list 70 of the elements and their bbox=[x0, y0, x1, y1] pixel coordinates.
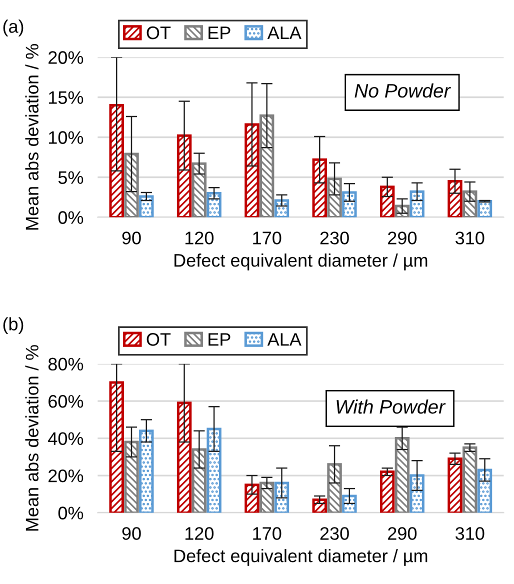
bar bbox=[312, 498, 327, 513]
x-tick-label: 90 bbox=[122, 527, 141, 540]
bar bbox=[192, 448, 207, 513]
bar bbox=[124, 152, 139, 218]
bar bbox=[342, 191, 357, 218]
bar bbox=[327, 178, 342, 218]
legend-label: EP bbox=[208, 333, 230, 346]
x-tick-label: 120 bbox=[185, 527, 214, 540]
y-tick-label: 40% bbox=[48, 432, 84, 446]
x-axis-title: Defect equivalent diameter / µm bbox=[174, 549, 428, 566]
x-tick-label: 230 bbox=[320, 527, 349, 540]
bar bbox=[192, 162, 207, 218]
x-tick-label: 170 bbox=[253, 232, 282, 244]
bar bbox=[176, 134, 192, 218]
y-axis-title: Mean abs deviation / % bbox=[25, 345, 39, 531]
y-tick-label: 0% bbox=[58, 211, 84, 224]
y-tick-label: 20% bbox=[48, 469, 84, 482]
bar bbox=[259, 482, 274, 513]
x-tick-label: 90 bbox=[122, 232, 141, 244]
bar bbox=[462, 190, 478, 218]
y-axis-title: Mean abs deviation / % bbox=[25, 44, 39, 230]
bar bbox=[448, 458, 462, 513]
legend-label: ALA bbox=[267, 333, 302, 346]
bar bbox=[312, 158, 327, 218]
text: (a) bbox=[3, 20, 24, 36]
bar bbox=[462, 446, 478, 513]
bar bbox=[274, 199, 290, 218]
y-tick-label: 10% bbox=[49, 131, 84, 144]
bar bbox=[259, 114, 274, 218]
bar bbox=[327, 463, 342, 513]
bar bbox=[109, 381, 124, 513]
y-tick-label: 20% bbox=[48, 51, 84, 64]
y-tick-label: 0% bbox=[58, 506, 84, 520]
x-axis-title: Defect equivalent diameter / µm bbox=[174, 254, 428, 270]
y-tick-label: 80% bbox=[48, 358, 84, 371]
bar bbox=[244, 123, 260, 218]
bar bbox=[124, 440, 139, 513]
x-tick-label: 310 bbox=[456, 527, 484, 540]
bar bbox=[448, 180, 462, 218]
x-tick-label: 230 bbox=[320, 232, 349, 244]
bar bbox=[477, 200, 492, 218]
bar bbox=[394, 437, 410, 513]
text: (b) bbox=[3, 317, 24, 334]
bar bbox=[477, 468, 492, 513]
legend-label: OT bbox=[146, 333, 171, 346]
annotation: With Powder bbox=[336, 399, 446, 414]
y-tick-label: 5% bbox=[58, 171, 84, 184]
bar bbox=[410, 190, 424, 218]
bar bbox=[109, 104, 124, 218]
legend-label: ALA bbox=[267, 26, 302, 40]
legend-label: OT bbox=[146, 26, 171, 40]
x-tick-label: 170 bbox=[253, 527, 282, 540]
bar bbox=[139, 430, 154, 513]
legend-label: EP bbox=[208, 26, 230, 40]
bar bbox=[176, 402, 192, 513]
bar bbox=[206, 192, 222, 218]
bar bbox=[139, 195, 154, 218]
x-tick-label: 310 bbox=[456, 232, 484, 244]
y-tick-label: 15% bbox=[49, 91, 84, 104]
bar bbox=[380, 470, 395, 513]
x-tick-label: 290 bbox=[388, 232, 417, 244]
x-tick-label: 120 bbox=[185, 232, 214, 244]
annotation: No Powder bbox=[354, 83, 451, 98]
bar bbox=[410, 474, 424, 513]
bar bbox=[206, 428, 222, 513]
bar bbox=[380, 186, 395, 218]
bar bbox=[342, 494, 357, 513]
bar bbox=[244, 484, 260, 513]
x-tick-label: 290 bbox=[388, 527, 417, 540]
y-tick-label: 60% bbox=[48, 394, 84, 408]
